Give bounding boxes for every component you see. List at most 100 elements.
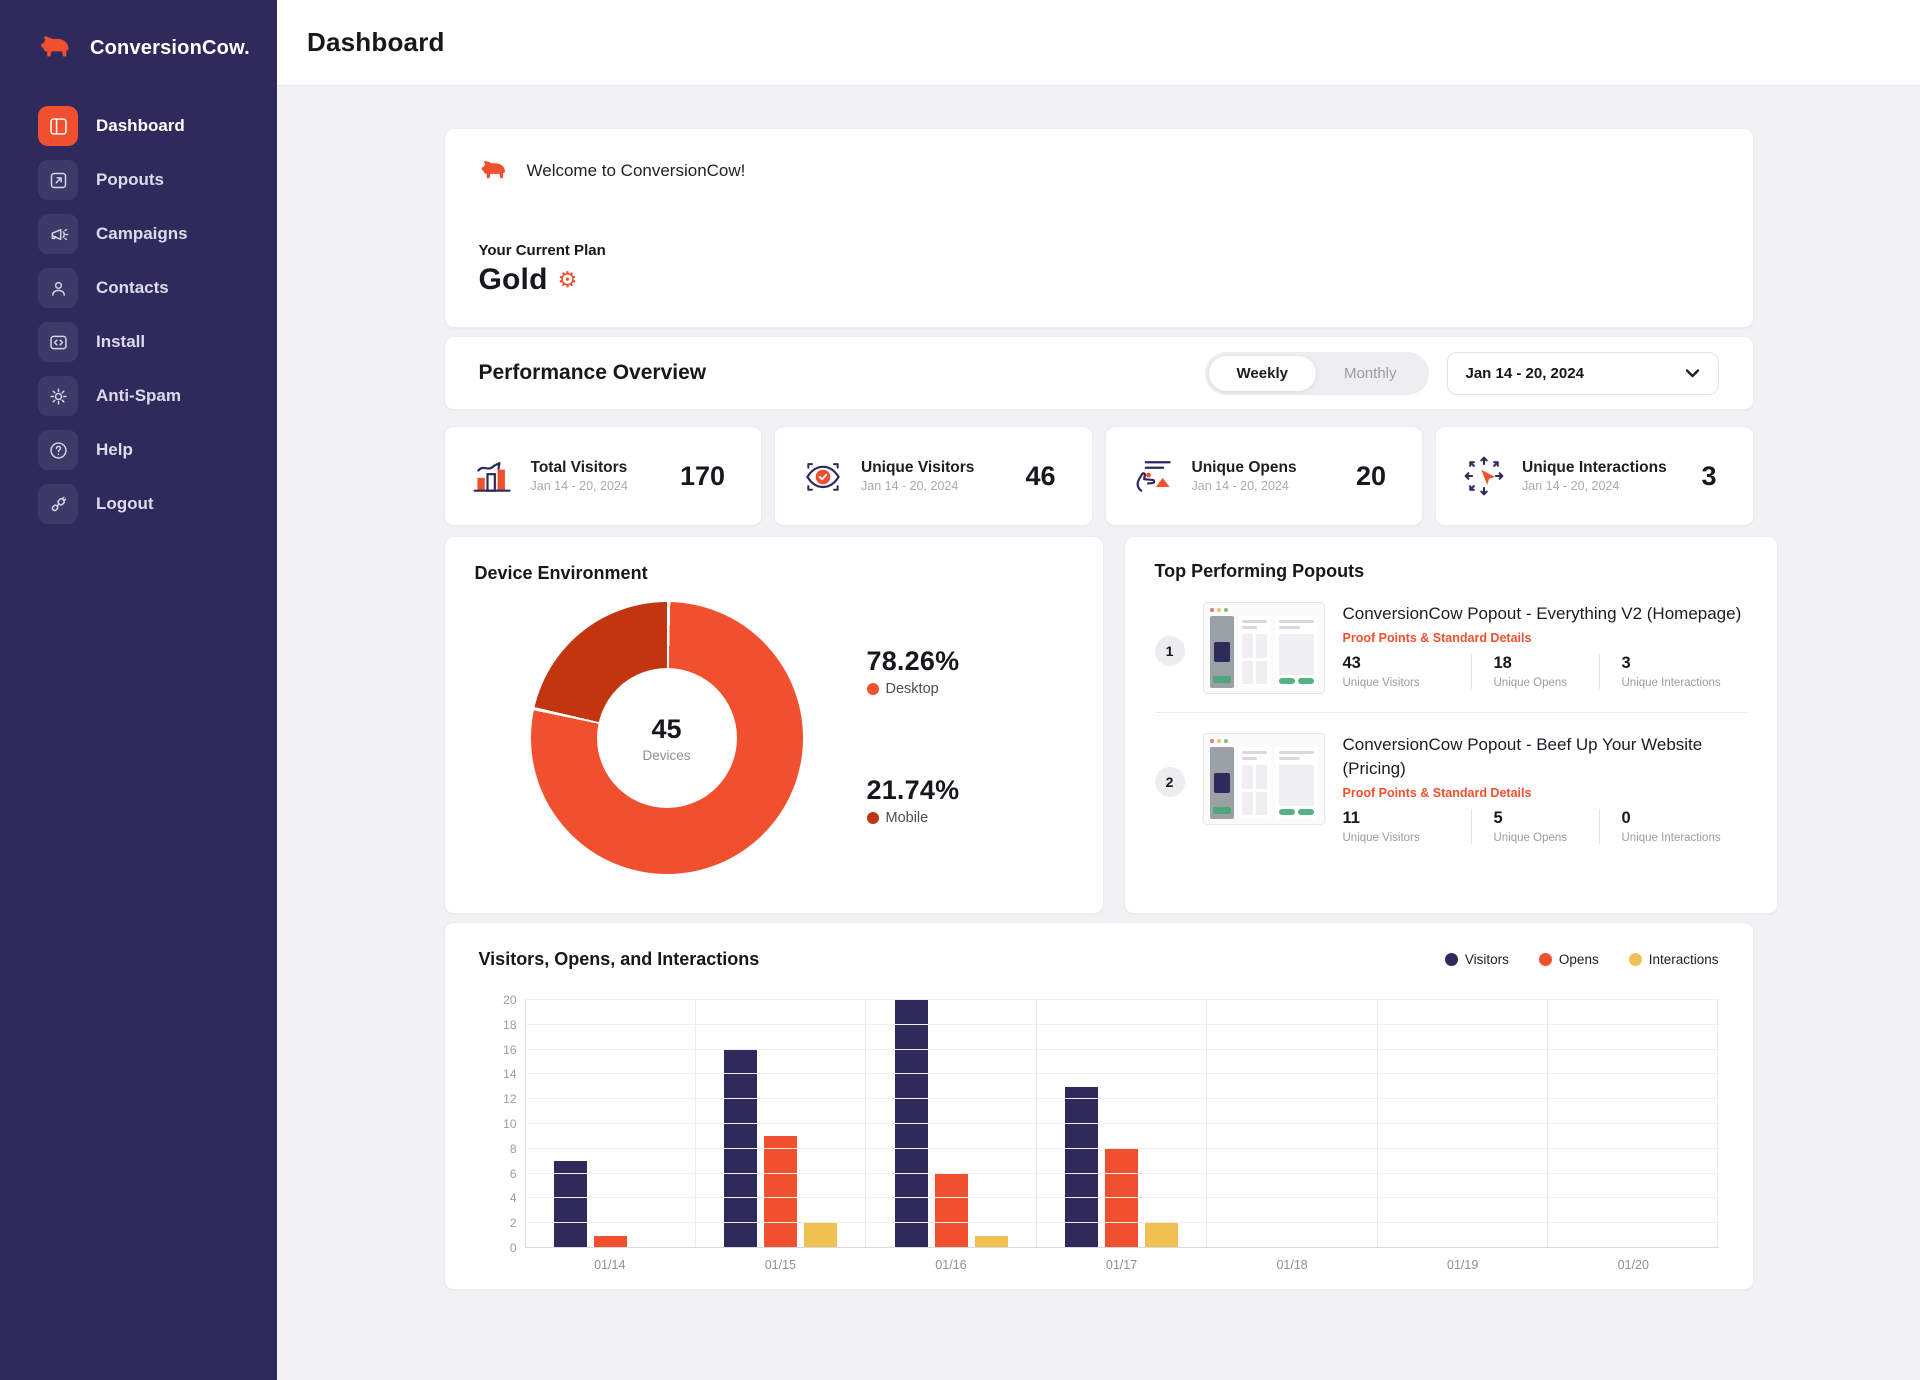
toggle-option-monthly[interactable]: Monthly bbox=[1343, 364, 1397, 382]
x-axis-tick-label: 01/15 bbox=[764, 1258, 796, 1272]
content: Welcome to ConversionCow! Your Current P… bbox=[277, 86, 1920, 1380]
welcome-card: Welcome to ConversionCow! Your Current P… bbox=[443, 128, 1754, 328]
sidebar-item-install[interactable]: Install bbox=[38, 322, 277, 362]
legend-item-opens: Opens bbox=[1538, 952, 1599, 967]
plug-icon bbox=[38, 484, 78, 524]
visitors-bar bbox=[553, 1161, 587, 1248]
popout-stat: 0 Unique Interactions bbox=[1598, 808, 1747, 844]
chart-day-group bbox=[866, 1000, 1037, 1248]
y-axis-tick-label: 16 bbox=[503, 1042, 517, 1057]
legend-desktop: 78.26% Desktop bbox=[866, 646, 960, 697]
y-axis-tick-label: 14 bbox=[503, 1067, 517, 1082]
dashboard-icon bbox=[38, 106, 78, 146]
sidebar-item-help[interactable]: Help bbox=[38, 430, 277, 470]
plan-settings-gear-icon[interactable]: ⚙ bbox=[557, 267, 578, 292]
chart-day-group bbox=[1207, 1000, 1378, 1248]
legend-label: Opens bbox=[1558, 952, 1599, 967]
cow-logo-icon bbox=[41, 36, 69, 57]
popout-tag: Proof Points & Standard Details bbox=[1342, 785, 1532, 800]
chart-day-group bbox=[696, 1000, 867, 1248]
y-axis-tick-label: 12 bbox=[503, 1092, 517, 1107]
stat-title: Unique Opens bbox=[1191, 458, 1297, 476]
date-range-value: Jan 14 - 20, 2024 bbox=[1465, 364, 1584, 382]
chart-x-axis-labels: 01/14 01/15 01/16 01/17 01/18 01/19 01/20 bbox=[525, 1258, 1719, 1272]
period-toggle: Weekly Monthly bbox=[1204, 351, 1429, 395]
stat-card-unique-interactions: Unique Interactions Jan 14 - 20, 2024 3 bbox=[1435, 426, 1754, 526]
rank-badge: 1 bbox=[1154, 636, 1185, 666]
stat-value: 46 bbox=[1025, 460, 1056, 491]
interactions-bar bbox=[1144, 1223, 1178, 1248]
desktop-dot-icon bbox=[866, 683, 879, 695]
sidebar-item-logout[interactable]: Logout bbox=[38, 484, 277, 524]
date-range-select[interactable]: Jan 14 - 20, 2024 bbox=[1446, 351, 1719, 395]
toggle-option-weekly[interactable]: Weekly bbox=[1208, 355, 1316, 391]
stat-card-unique-opens: Unique Opens Jan 14 - 20, 2024 20 bbox=[1104, 426, 1423, 526]
opens-bar bbox=[593, 1235, 627, 1248]
y-axis-tick-label: 18 bbox=[503, 1017, 517, 1032]
sidebar-item-contacts[interactable]: Contacts bbox=[38, 268, 277, 308]
gridline bbox=[524, 1197, 1719, 1199]
chart-day-group bbox=[1037, 1000, 1208, 1248]
stat-subtitle: Jan 14 - 20, 2024 bbox=[530, 478, 628, 493]
donut-center-label: Devices bbox=[642, 747, 691, 763]
stat-card-unique-visitors: Unique Visitors Jan 14 - 20, 2024 46 bbox=[774, 426, 1093, 526]
sidebar-item-campaigns[interactable]: Campaigns bbox=[38, 214, 277, 254]
visitors-bar bbox=[894, 1000, 928, 1248]
divider bbox=[1154, 712, 1747, 713]
gridline bbox=[524, 1123, 1719, 1124]
top-popouts-card: Top Performing Popouts 1 Co bbox=[1123, 536, 1778, 914]
gridline bbox=[524, 1073, 1719, 1075]
visitors-bar bbox=[1064, 1086, 1098, 1248]
interactions-bar bbox=[974, 1235, 1008, 1248]
sidebar-item-dashboard[interactable]: Dashboard bbox=[38, 106, 277, 146]
device-environment-title: Device Environment bbox=[474, 563, 648, 583]
stat-subtitle: Jan 14 - 20, 2024 bbox=[1191, 478, 1289, 493]
gridline bbox=[524, 1048, 1719, 1050]
x-axis-tick-label: 01/19 bbox=[1447, 1258, 1479, 1272]
popout-tag: Proof Points & Standard Details bbox=[1342, 630, 1532, 645]
chart-title: Visitors, Opens, and Interactions bbox=[478, 949, 760, 969]
legend-item-visitors: Visitors bbox=[1444, 952, 1509, 967]
chart-plot-area: 0 2 4 6 8 10 12 14 16 18 20 bbox=[503, 993, 1719, 1255]
y-axis-tick-label: 10 bbox=[503, 1117, 517, 1131]
y-axis-tick-label: 6 bbox=[509, 1166, 517, 1181]
gridline bbox=[524, 1147, 1719, 1149]
gridline bbox=[524, 1222, 1719, 1224]
welcome-title: Welcome to ConversionCow! bbox=[526, 161, 746, 180]
gridline bbox=[524, 1023, 1719, 1025]
popout-title: ConversionCow Popout - Beef Up Your Webs… bbox=[1342, 735, 1703, 778]
interactions-bar bbox=[804, 1223, 838, 1248]
popout-stat: 43 Unique Visitors bbox=[1342, 653, 1420, 689]
code-box-icon bbox=[38, 322, 78, 362]
stat-subtitle: Jan 14 - 20, 2024 bbox=[1522, 478, 1620, 493]
legend-item-interactions: Interactions bbox=[1628, 952, 1719, 967]
chart-day-group bbox=[526, 1000, 696, 1248]
popout-stat: 18 Unique Opens bbox=[1470, 653, 1599, 689]
app-logo[interactable]: ConversionCow. bbox=[38, 34, 277, 62]
plan-value: Gold bbox=[478, 263, 548, 296]
megaphone-icon bbox=[38, 214, 78, 254]
stats-row: Total Visitors Jan 14 - 20, 2024 170 Uni… bbox=[443, 426, 1754, 526]
sidebar: ConversionCow. Dashboard Popouts Campaig… bbox=[0, 0, 277, 1380]
gear-icon bbox=[38, 376, 78, 416]
opens-bar bbox=[934, 1173, 968, 1248]
desktop-percent: 78.26% bbox=[866, 646, 960, 676]
rank-badge: 2 bbox=[1154, 767, 1185, 797]
popout-stat: 3 Unique Interactions bbox=[1598, 653, 1747, 689]
x-axis-tick-label: 01/18 bbox=[1276, 1258, 1308, 1272]
stat-title: Unique Visitors bbox=[861, 458, 975, 476]
x-axis-tick-label: 01/16 bbox=[935, 1258, 967, 1272]
question-circle-icon bbox=[38, 430, 78, 470]
hand-document-icon bbox=[1136, 461, 1171, 492]
cow-icon bbox=[481, 161, 505, 179]
legend-label: Visitors bbox=[1464, 952, 1509, 967]
popout-row-2[interactable]: 2 ConversionCow Popout - Beef Up Your We… bbox=[1154, 733, 1747, 844]
chart-day-group bbox=[1548, 1000, 1719, 1248]
sidebar-item-popouts[interactable]: Popouts bbox=[38, 160, 277, 200]
popout-row-1[interactable]: 1 ConversionCow Popout - Everything V2 (… bbox=[1154, 602, 1747, 694]
sidebar-item-anti-spam[interactable]: Anti-Spam bbox=[38, 376, 277, 416]
opens-bar bbox=[764, 1136, 798, 1248]
legend-label: Interactions bbox=[1648, 952, 1719, 967]
gridline bbox=[524, 999, 1719, 1000]
chevron-down-icon bbox=[1685, 369, 1699, 378]
